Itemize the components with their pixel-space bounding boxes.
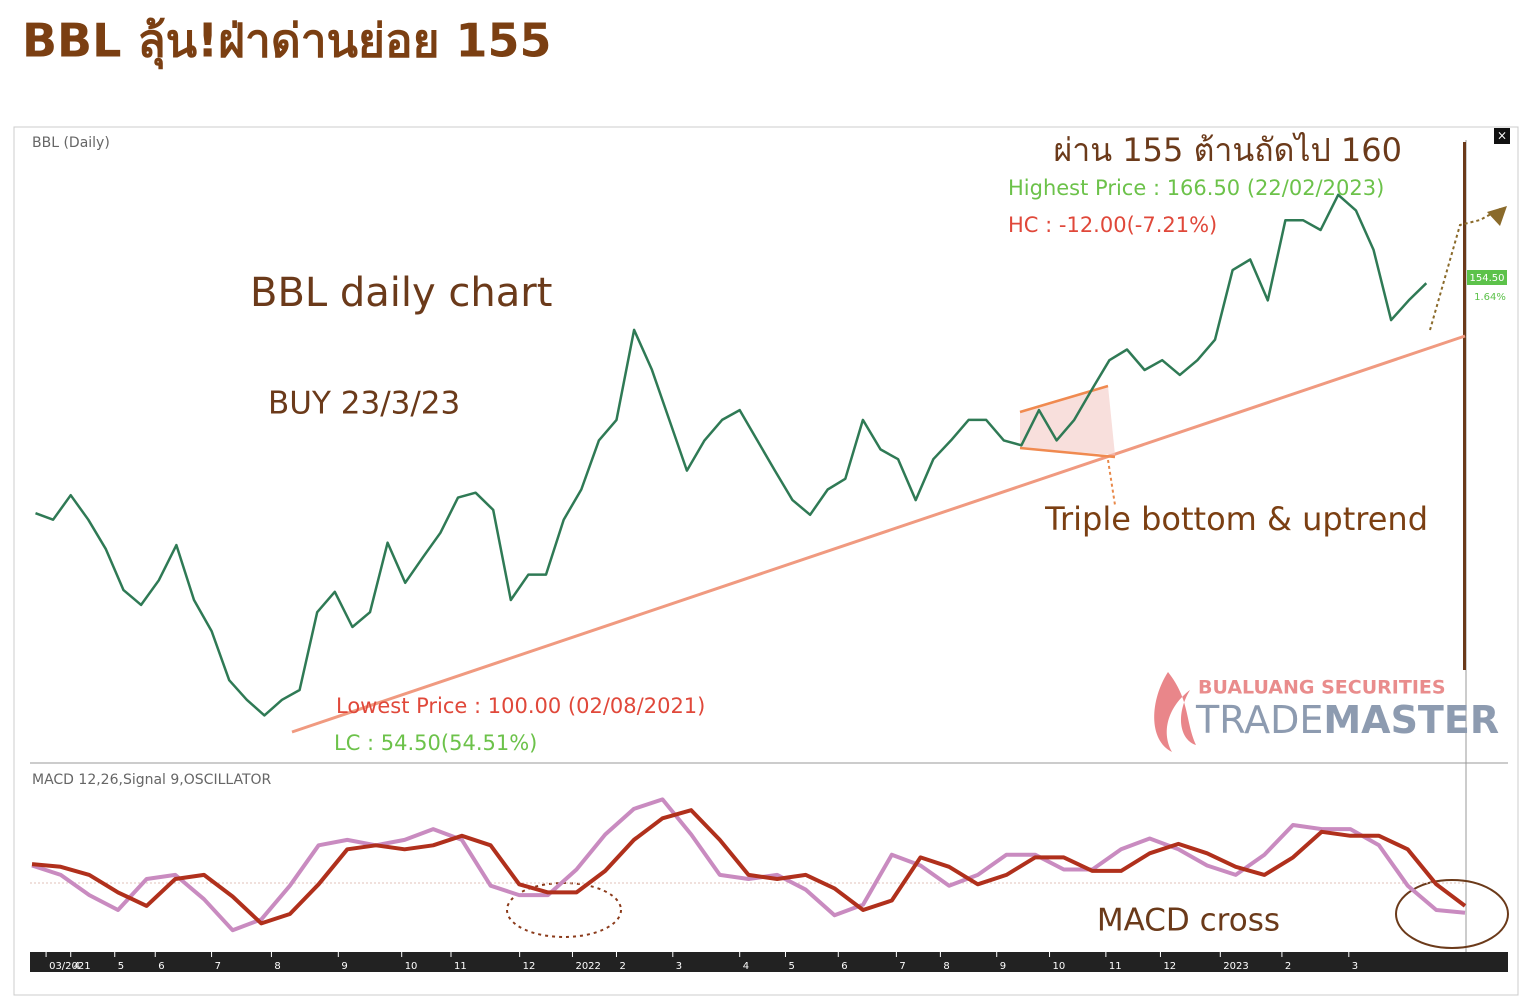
- x-tick-label: 5: [788, 961, 794, 972]
- x-tick-label: 03/2021: [49, 961, 91, 972]
- logo-icon: [1154, 672, 1196, 752]
- x-tick-label: 3: [676, 961, 682, 972]
- x-tick-label: 8: [274, 961, 280, 972]
- annotation: Lowest Price : 100.00 (02/08/2021): [336, 694, 705, 718]
- brand-part: TRADE: [1195, 698, 1323, 742]
- chart-label: BBL (Daily): [32, 135, 110, 151]
- trend-line: [291, 334, 1466, 734]
- brand: TRADEMASTER: [1195, 698, 1499, 742]
- channel-bottom: [1019, 446, 1116, 459]
- close-icon: ×: [1497, 129, 1507, 143]
- x-tick-label: 10: [405, 961, 418, 972]
- x-tick-label: 2022: [575, 961, 600, 972]
- x-tick-label: 7: [899, 961, 905, 972]
- pointer: [1107, 459, 1116, 506]
- annotation: ผ่าน 155 ต้านถัดไป 160: [1054, 131, 1402, 169]
- annotation: MACD cross: [1097, 903, 1280, 939]
- x-tick-label: 11: [1109, 961, 1122, 972]
- annotation: HC : -12.00(-7.21%): [1008, 213, 1217, 237]
- x-tick-label: 4: [74, 961, 80, 972]
- data-line: [35, 193, 1428, 717]
- x-tick-label: 5: [118, 961, 124, 972]
- page-title: BBL ลุ้น!ฝ่าด่านย่อย 155: [22, 14, 552, 70]
- x-tick-label: 8: [943, 961, 949, 972]
- annotation: BUY 23/3/23: [268, 386, 460, 422]
- data-line: [31, 797, 1466, 933]
- arrow-head: [1487, 206, 1507, 226]
- data-line: [31, 808, 1467, 926]
- x-tick-label: 6: [158, 961, 164, 972]
- annotation: LC : 54.50(54.51%): [334, 731, 537, 755]
- x-tick-label: 2023: [1223, 961, 1248, 972]
- broker-name: BUALUANG SECURITIES: [1198, 677, 1446, 699]
- annotation: BBL daily chart: [250, 270, 552, 316]
- x-tick-label: 9: [1000, 961, 1006, 972]
- last-price: 154.50: [1470, 273, 1505, 284]
- chart-label: MACD 12,26,Signal 9,OSCILLATOR: [32, 772, 272, 788]
- annotation: Highest Price : 166.50 (22/02/2023): [1008, 176, 1384, 200]
- x-tick-label: 6: [841, 961, 847, 972]
- macd-circle: [1395, 879, 1509, 949]
- x-tick-label: 11: [454, 961, 467, 972]
- date-axis: [30, 952, 1508, 972]
- x-tick-label: 3: [1352, 961, 1358, 972]
- x-tick-label: 2: [1285, 961, 1291, 972]
- x-tick-label: 2: [619, 961, 625, 972]
- volume-bar: [1463, 142, 1466, 670]
- change: 1.64%: [1474, 292, 1506, 303]
- brand-part: MASTER: [1323, 698, 1499, 742]
- x-tick-label: 10: [1053, 961, 1066, 972]
- channel-top: [1019, 384, 1109, 414]
- price-badge: [1467, 270, 1507, 285]
- x-tick-label: 7: [215, 961, 221, 972]
- x-tick-label: 9: [341, 961, 347, 972]
- x-tick-label: 12: [1163, 961, 1176, 972]
- x-tick-label: 4: [743, 961, 749, 972]
- pattern-area: [1020, 386, 1115, 455]
- chart-frame: [13, 126, 1519, 996]
- projection: [1429, 207, 1503, 331]
- annotation: Triple bottom & uptrend: [1044, 500, 1428, 538]
- close-button[interactable]: [1494, 128, 1510, 144]
- x-tick-label: 12: [523, 961, 536, 972]
